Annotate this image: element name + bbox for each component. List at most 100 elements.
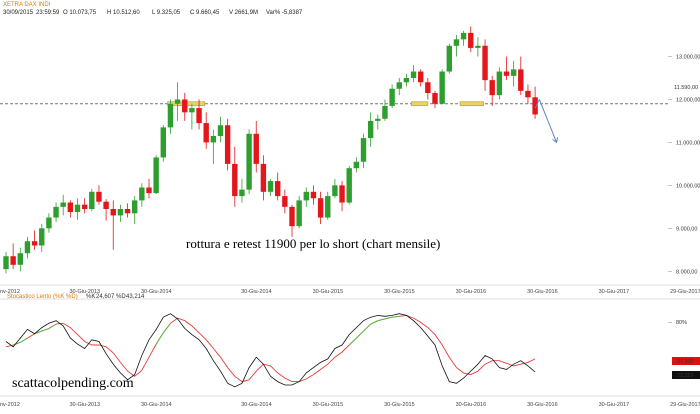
oscillator-lines (5, 313, 672, 388)
ohlc-readout: 30/09/2015 23:59:59 O 10.073,75 H 10.512… (3, 10, 303, 16)
candle-up (53, 206, 59, 218)
candle-up (217, 125, 224, 136)
time-axis: nv-2012 30-Giu-2013 30-Giu-2014 30-Giu-2014… (0, 289, 700, 295)
candle-down (10, 256, 16, 265)
header-volume: V 2661,9M (229, 10, 258, 16)
candle-up (496, 71, 503, 96)
candle-down (224, 125, 231, 164)
osc-tick-80: 80% (676, 320, 687, 326)
candle-up (410, 71, 417, 78)
candle-down (339, 185, 345, 203)
candle-down (289, 206, 295, 227)
candle-down (182, 99, 188, 113)
osc-d-line-up-segment (348, 337, 357, 346)
osc-time-tick-label: nv-2012 (0, 402, 20, 408)
candle-down (96, 191, 102, 202)
header-time: 23:59:59 (36, 10, 60, 16)
candle-up (389, 88, 395, 106)
candle-up (453, 39, 460, 46)
osc-title: Stocastico Lento (%K %D) (7, 294, 78, 300)
osc-time-axis: nv-2012 30-Giu-2013 30-Giu-2014 30-Giu-2014… (0, 402, 700, 408)
candle-down (81, 204, 88, 209)
candle-up (117, 208, 124, 216)
header-open: O 10.073,75 (63, 10, 97, 16)
price-tick-label: 11.000,00 (676, 140, 700, 146)
retest-zone-box (411, 101, 429, 107)
osc-d-line-up-segment (12, 341, 21, 346)
candle-up (46, 217, 52, 229)
osc-d-line (5, 314, 536, 383)
candle-down (503, 71, 510, 76)
osc-d-label: %D (116, 294, 126, 300)
candle-down (124, 208, 131, 214)
candle-up (39, 228, 45, 246)
osc-d-line-up-segment (155, 332, 164, 345)
time-tick-label: 30-Giu-2013 (70, 289, 101, 295)
header-high: H 10.512,60 (107, 10, 140, 16)
candle-down (525, 90, 531, 98)
osc-time-tick-label: 30-Giu-2013 (70, 402, 101, 408)
candle-up (3, 256, 9, 270)
header-close: C 9.660,45 (190, 10, 220, 16)
candle-up (439, 71, 445, 104)
candle-down (260, 163, 267, 192)
candle-down (103, 201, 109, 209)
candle-up (89, 191, 95, 209)
candle-down (489, 80, 495, 96)
price-pane: 13.000,00 12.000,00 11.000,00 10.000,00 9.00… (0, 26, 700, 397)
osc-k-line (5, 313, 536, 388)
osc-d-line-up-segment (356, 330, 364, 339)
time-tick-label: 30-Giu-2016 (456, 289, 487, 295)
osc-d-line-up-segment (392, 315, 400, 318)
osc-d-last-value: 37,902 (677, 359, 694, 365)
current-price-label: 11.590,00 (674, 85, 698, 91)
candle-down (468, 32, 474, 48)
header-var: Var% -5,8387 (266, 10, 303, 16)
osc-d-line-up-segment (370, 320, 378, 325)
price-tick-label: 12.000,00 (676, 97, 700, 103)
forecast-arrow-lead (534, 99, 540, 109)
osc-time-tick-label: 30-Giu-2015 (384, 402, 415, 408)
price-tick-label: 9.000,00 (676, 226, 697, 232)
time-tick-label: 30-Giu-2014 (241, 289, 272, 295)
candle-up (446, 45, 452, 72)
current-price-box (672, 82, 700, 91)
candle-up (153, 157, 159, 194)
site-watermark: scattacolpending.com (12, 376, 134, 391)
osc-time-tick-label: 30-Giu-2016 (527, 402, 558, 408)
candle-up (510, 69, 517, 76)
candle-up (246, 133, 252, 190)
time-tick-label: 30-Giu-2014 (141, 289, 172, 295)
candle-down (67, 202, 74, 212)
osc-time-tick-label: 30-Giu-2014 (241, 402, 272, 408)
candle-down (196, 108, 202, 124)
osc-d-last-box (672, 357, 700, 365)
osc-time-tick-label: 29-Giu-2017 (670, 402, 700, 408)
candle-up (189, 108, 195, 113)
price-tick-label: 8.000,00 (676, 269, 697, 275)
candle-down (482, 45, 488, 81)
candle-up (325, 196, 331, 218)
candle-up (403, 77, 410, 83)
candle-up (239, 189, 245, 197)
candle-down (425, 82, 431, 94)
osc-d-line-up-segment (41, 328, 50, 332)
osc-d-line-up-segment (48, 323, 57, 329)
osc-time-tick-label: 30-Giu-2015 (313, 402, 344, 408)
candle-up (24, 241, 31, 254)
candle-down (31, 241, 38, 246)
osc-k-last-value: 23,119 (677, 373, 693, 379)
osc-k-label: %K (86, 294, 95, 300)
candle-up (60, 202, 66, 207)
candle-down (518, 69, 524, 91)
candle-up (475, 45, 481, 48)
candle-up (17, 253, 23, 265)
oscillator-pane: Stocastico Lento (%K %D) %K 24,607 %D 43… (0, 294, 700, 408)
time-tick-label: nv-2012 (0, 289, 20, 295)
osc-time-tick-label: 30-Giu-2016 (456, 402, 487, 408)
candle-down (110, 208, 116, 216)
candle-down (275, 181, 281, 197)
forecast-arrow-head (552, 137, 559, 144)
candle-up (174, 99, 181, 104)
